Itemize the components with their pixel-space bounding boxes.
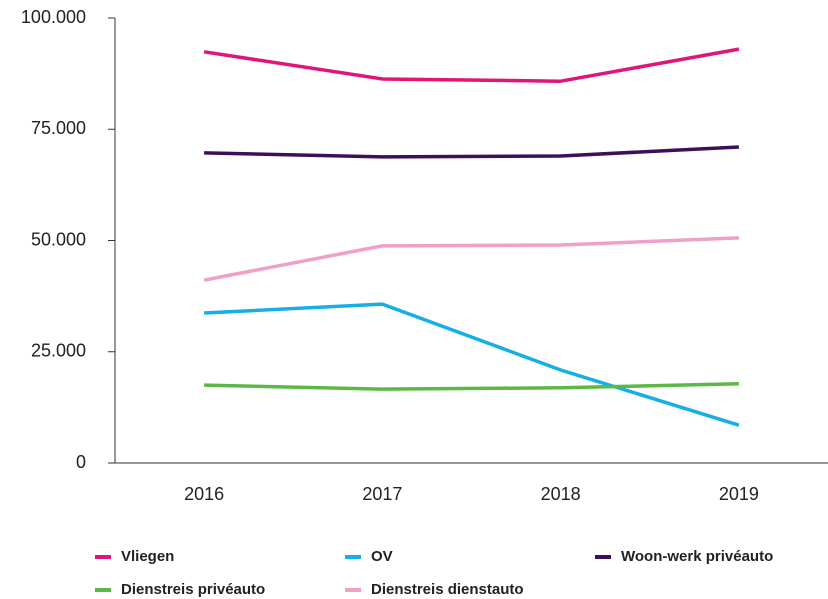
x-tick-label: 2018: [541, 484, 581, 504]
line-series: [204, 145, 739, 159]
legend-label: Woon-werk privéauto: [621, 548, 773, 565]
y-tick-label: 50.000: [31, 229, 86, 249]
y-tick-label: 75.000: [31, 118, 86, 138]
line-series: [204, 302, 740, 427]
y-tick-label: 100.000: [21, 7, 86, 27]
line-series: [203, 236, 739, 282]
legend-label: Dienstreis privéauto: [121, 581, 265, 598]
line-series: [203, 47, 740, 83]
x-tick-label: 2017: [362, 484, 402, 504]
x-tick-label: 2016: [184, 484, 224, 504]
y-tick-label: 25.000: [31, 341, 86, 361]
y-tick-label: 0: [76, 452, 86, 472]
x-tick-label: 2019: [719, 484, 759, 504]
legend-label: Vliegen: [121, 548, 174, 565]
legend-label: Dienstreis dienstauto: [371, 581, 524, 598]
line-series: [204, 382, 739, 391]
legend-label: OV: [371, 548, 393, 565]
